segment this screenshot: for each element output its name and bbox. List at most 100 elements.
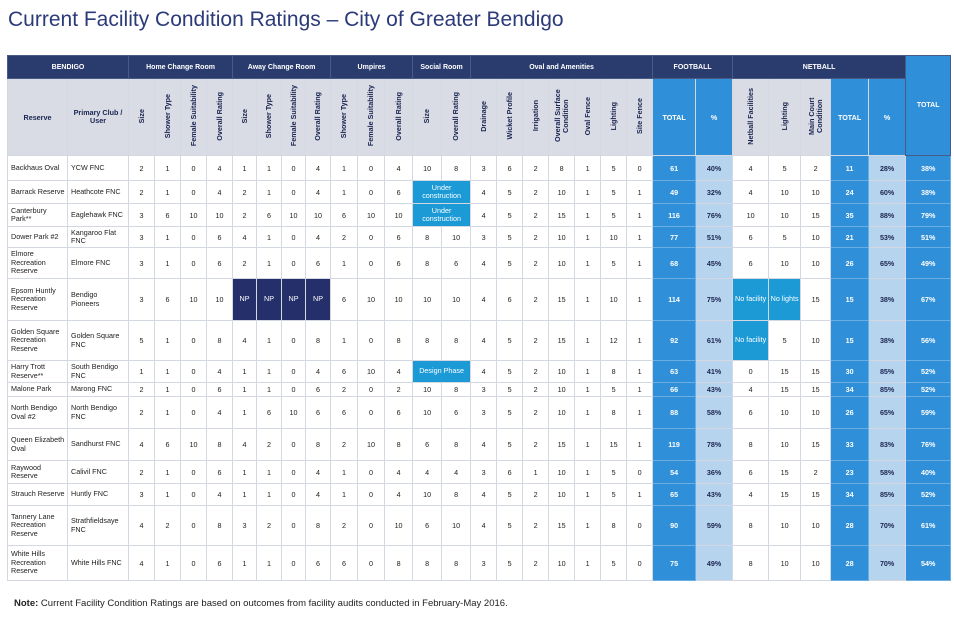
table-cell: Golden Square Recreation Reserve xyxy=(7,320,68,361)
column-header-text: Overall Rating xyxy=(214,91,224,141)
table-cell: 4 xyxy=(470,360,498,383)
column-header-text: Primary Club / User xyxy=(73,108,123,125)
table-cell: Eaglehawk FNC xyxy=(66,203,130,227)
table-cell: 6 xyxy=(732,460,770,484)
table-cell: 85% xyxy=(868,483,907,506)
table-cell: Bendigo Pioneers xyxy=(66,278,130,321)
table-cell: 10 xyxy=(384,278,414,321)
table-cell: 10 xyxy=(800,226,832,248)
column-header: Shower Type xyxy=(330,78,359,156)
table-cell: 0 xyxy=(180,320,208,361)
table-cell: 0 xyxy=(357,155,386,181)
column-header-text: Size xyxy=(239,108,249,124)
table-cell: 0 xyxy=(180,545,208,581)
table-cell: 2 xyxy=(522,483,550,506)
table-cell: 1 xyxy=(154,382,182,397)
table-cell: 2 xyxy=(522,180,550,204)
table-cell: 10 xyxy=(768,545,802,581)
table-cell: 1 xyxy=(626,278,654,321)
column-header: Main Court Condition xyxy=(800,78,832,156)
table-cell: 10 xyxy=(206,278,234,321)
table-cell: 1 xyxy=(256,382,283,397)
table-cell: 8 xyxy=(732,428,770,461)
column-header: % xyxy=(695,78,734,156)
table-cell: 1 xyxy=(522,460,550,484)
table-cell: 35 xyxy=(830,203,870,227)
column-header: Lighting xyxy=(768,78,802,156)
table-cell: 6 xyxy=(154,428,182,461)
table-cell: 6 xyxy=(496,155,524,181)
table-cell: 88% xyxy=(868,203,907,227)
table-cell: 15 xyxy=(800,382,832,397)
table-cell: 1 xyxy=(232,460,258,484)
table-cell: 5 xyxy=(496,382,524,397)
table-cell: 5 xyxy=(600,155,628,181)
table-cell: 70% xyxy=(868,545,907,581)
table-cell: 5 xyxy=(600,545,628,581)
table-cell: 8 xyxy=(412,545,443,581)
table-cell: 6 xyxy=(154,278,182,321)
table-cell: NP xyxy=(305,278,332,321)
table-cell: Golden Square FNC xyxy=(66,320,130,361)
table-cell: 41% xyxy=(695,360,734,383)
table-cell: 5 xyxy=(600,460,628,484)
table-cell: 2 xyxy=(330,428,359,461)
column-header-text: Lighting xyxy=(779,101,789,131)
table-cell: 1 xyxy=(330,155,359,181)
table-cell: 0 xyxy=(357,320,386,361)
table-row: Backhaus Oval YCW FNC 2 1 0 4 1 1 0 4 1 0 4 10 8 3 6 2 8 1 5… xyxy=(7,155,952,181)
table-cell: Barrack Reserve xyxy=(7,180,68,204)
table-cell: Queen Elizabeth Oval xyxy=(7,428,68,461)
table-cell: 1 xyxy=(574,203,602,227)
table-cell: 5 xyxy=(600,180,628,204)
table-cell: Harry Trott Reserve** xyxy=(7,360,68,383)
note-text: Current Facility Condition Ratings are b… xyxy=(40,598,508,609)
table-cell: 5 xyxy=(496,180,524,204)
column-header: Lighting xyxy=(600,78,628,156)
column-header-text: Main Court Condition xyxy=(806,97,824,135)
table-cell: 0 xyxy=(281,155,307,181)
table-cell: 2 xyxy=(522,203,550,227)
table-cell: 6 xyxy=(441,396,472,429)
table-cell: 58% xyxy=(868,460,907,484)
table-cell: 10 xyxy=(768,505,802,546)
table-cell: 4 xyxy=(232,320,258,361)
table-cell: 10 xyxy=(384,203,414,227)
table-cell: 3 xyxy=(470,155,498,181)
table-cell: 6 xyxy=(206,460,234,484)
table-cell: 15 xyxy=(768,360,802,383)
table-cell: 0 xyxy=(180,360,208,383)
table-cell: 1 xyxy=(256,247,283,279)
table-cell: 8 xyxy=(384,320,414,361)
table-cell: Strathfieldsaye FNC xyxy=(66,505,130,546)
table-cell: 1 xyxy=(626,247,654,279)
table-cell: 75% xyxy=(695,278,734,321)
column-header: Overall Rating xyxy=(305,78,332,156)
table-cell: 0 xyxy=(357,382,386,397)
table-cell: 2 xyxy=(522,428,550,461)
table-cell: 58% xyxy=(695,396,734,429)
table-cell: 10 xyxy=(548,483,576,506)
table-cell: 2 xyxy=(330,505,359,546)
footnote: Note: Current Facility Condition Ratings… xyxy=(14,598,508,609)
table-cell: 0 xyxy=(357,396,386,429)
table-cell: 6 xyxy=(384,226,414,248)
table-cell: 0 xyxy=(281,545,307,581)
table-cell: 1 xyxy=(626,203,654,227)
table-cell: 6 xyxy=(384,247,414,279)
table-cell: 4 xyxy=(232,428,258,461)
table-cell: 67% xyxy=(905,278,952,321)
table-cell: 8 xyxy=(206,505,234,546)
table-cell: 2 xyxy=(128,155,156,181)
table-cell: 0 xyxy=(180,382,208,397)
table-cell: 15 xyxy=(800,428,832,461)
table-cell: 0 xyxy=(180,155,208,181)
table-cell: 5 xyxy=(496,505,524,546)
table-cell: 1 xyxy=(154,396,182,429)
table-cell: 38% xyxy=(868,278,907,321)
table-cell: 10 xyxy=(800,545,832,581)
table-cell: 4 xyxy=(206,483,234,506)
table-cell: 6 xyxy=(305,396,332,429)
table-cell: 15 xyxy=(800,360,832,383)
table-cell: 21 xyxy=(830,226,870,248)
